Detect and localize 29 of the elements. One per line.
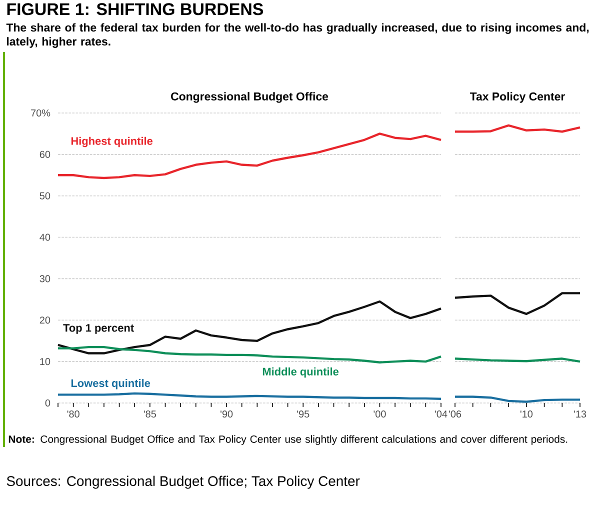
- y-tick-label: 30: [40, 275, 50, 282]
- line-series: [56, 300, 442, 354]
- series-label: Middle quintile: [262, 367, 339, 378]
- line-series: [56, 132, 442, 180]
- chart-title: FIGURE 1: SHIFTING BURDENS: [7, 3, 264, 16]
- text: Congressional Budget Office: [171, 92, 328, 103]
- x-tick-label: '85: [144, 410, 156, 418]
- x-tick-label: '10: [520, 410, 533, 418]
- x-tick-label: '06: [449, 410, 462, 418]
- x-tick-label: '04: [435, 410, 448, 418]
- x-tick-label: '00: [374, 410, 386, 418]
- y-tick-label: 70%: [31, 109, 50, 117]
- chart-subtitle: The share of the federal tax burden for the well-to-do has gradually increased, due to rising incomes and, lately, higher rates.: [6, 23, 589, 48]
- series-label: Lowest quintile: [71, 379, 150, 390]
- x-tick-label: '90: [220, 410, 233, 418]
- y-tick-label: 50: [40, 192, 50, 200]
- text: Highest quintile: [71, 136, 153, 148]
- y-tick-label: 0: [45, 399, 50, 407]
- y-tick-label: 20: [40, 316, 50, 324]
- y-tick-label: 60: [40, 150, 50, 158]
- x-tick-label: '80: [67, 410, 80, 418]
- x-tick-label: '95: [297, 410, 310, 418]
- text: Note: Congressional Budget Office and Tax Policy Center use slightly different calculations and cover different periods.: [8, 435, 568, 445]
- chart-title: Tax Policy Center: [470, 92, 565, 103]
- x-tick-label: '13: [574, 410, 586, 418]
- series-label: Top 1 percent: [63, 324, 134, 334]
- y-tick-label: 40: [40, 234, 50, 241]
- source-note: Sources: Congressional Budget Office; Tax Policy Center: [6, 476, 360, 489]
- y-tick-label: 10: [40, 358, 50, 366]
